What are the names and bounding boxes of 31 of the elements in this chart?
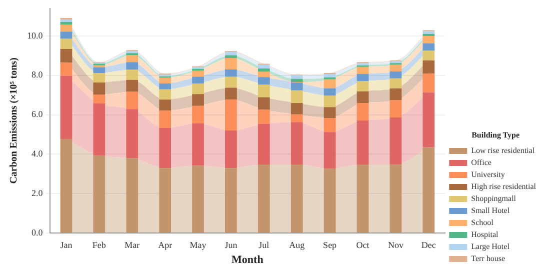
y-tick-label: 6.0 — [32, 109, 44, 120]
x-tick-label: Apr — [158, 240, 172, 250]
legend-label: Large Hotel — [471, 242, 510, 252]
legend-label: University — [471, 170, 505, 180]
x-tick-label: Nov — [388, 240, 404, 250]
x-tick-label: Jul — [258, 240, 270, 250]
legend-label: Office — [471, 158, 492, 168]
legend-label: High rise residential — [471, 182, 537, 192]
x-tick-label: Oct — [356, 240, 370, 250]
y-tick-label: 8.0 — [32, 70, 44, 80]
x-tick-label: Jun — [224, 240, 238, 250]
x-tick-label: Aug — [289, 240, 306, 250]
y-tick-label: 0.0 — [32, 227, 44, 238]
x-axis-title: Month — [232, 254, 264, 266]
x-tick-label: Sep — [323, 240, 338, 250]
legend-label: Small Hotel — [471, 206, 510, 216]
x-tick-label: Jan — [60, 240, 73, 250]
x-tick-label: Dec — [421, 240, 436, 250]
legend-label: School — [471, 218, 494, 228]
x-tick-label: Mar — [124, 240, 140, 250]
y-axis-title: Carbon Emissions (×10⁵ tons) — [8, 58, 20, 184]
legend-label: Hospital — [471, 230, 500, 240]
legend-label: Shoppingmall — [471, 194, 517, 204]
legend-label: Low rise residential — [471, 146, 536, 156]
y-tick-label: 2.0 — [32, 188, 44, 198]
x-tick-label: Feb — [92, 240, 106, 250]
x-tick-label: May — [190, 240, 207, 250]
legend-label: Terr house — [471, 254, 506, 264]
legend-title: Building Type — [472, 130, 520, 140]
y-tick-label: 10.0 — [27, 30, 44, 40]
y-tick-label: 4.0 — [32, 148, 44, 159]
